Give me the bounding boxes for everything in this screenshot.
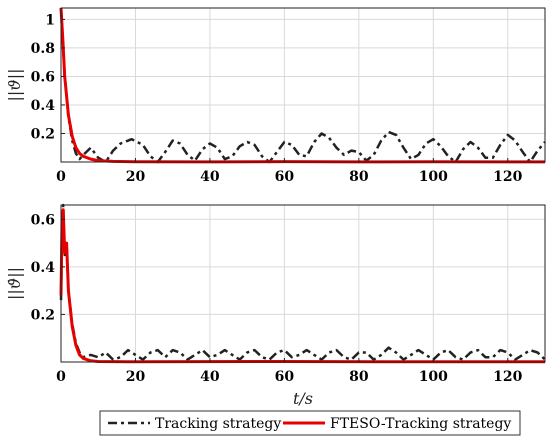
x-tick-label: 80	[349, 369, 369, 385]
x-tick-label: 80	[349, 169, 369, 185]
y-tick-label: 1	[45, 12, 55, 28]
y-axis-label: ||ϑ̇||	[5, 267, 24, 300]
x-tick-label: 60	[275, 369, 295, 385]
x-tick-label: 100	[419, 169, 448, 185]
x-tick-label: 0	[56, 169, 66, 185]
series-line-fteso	[59, 208, 545, 364]
x-tick-label: 120	[493, 369, 522, 385]
y-axis-label: ||ϑ||	[5, 69, 24, 102]
x-tick-label: 100	[419, 369, 448, 385]
legend-label-fteso: FTESO-Tracking strategy	[330, 416, 511, 432]
y-tick-label: 0.8	[31, 41, 55, 57]
series-line-tracking	[59, 203, 546, 361]
bottom-plot: 0 20 40 60 80 100 120 0.2 0.4 0.6 ||ϑ̇|| t/s	[5, 203, 546, 408]
y-tick-label: 0.6	[31, 212, 55, 228]
x-tick-label: 20	[126, 169, 146, 185]
x-tick-label: 20	[126, 369, 146, 385]
y-tick-label: 0.4	[31, 260, 56, 276]
x-tick-label: 0	[56, 369, 66, 385]
plot-frame	[60, 7, 546, 163]
y-tick-label: 0.6	[31, 69, 55, 85]
series-line-tracking	[59, 7, 546, 164]
x-tick-label: 60	[275, 169, 295, 185]
y-tick-label: 0.2	[31, 126, 55, 142]
x-tick-label: 40	[200, 369, 220, 385]
top-plot: 0 20 40 60 80 100 120 0.2 0.4 0.6 0.8 1 ||ϑ||	[5, 7, 546, 185]
legend-label-tracking: Tracking strategy	[155, 416, 281, 432]
legend: Tracking strategy FTESO-Tracking strateg…	[99, 410, 521, 436]
plot-frame	[60, 204, 546, 363]
x-tick-label: 120	[493, 169, 522, 185]
x-axis-label: t/s	[293, 389, 313, 408]
y-tick-label: 0.4	[31, 98, 56, 114]
y-tick-label: 0.2	[31, 307, 55, 323]
x-tick-label: 40	[200, 169, 220, 185]
